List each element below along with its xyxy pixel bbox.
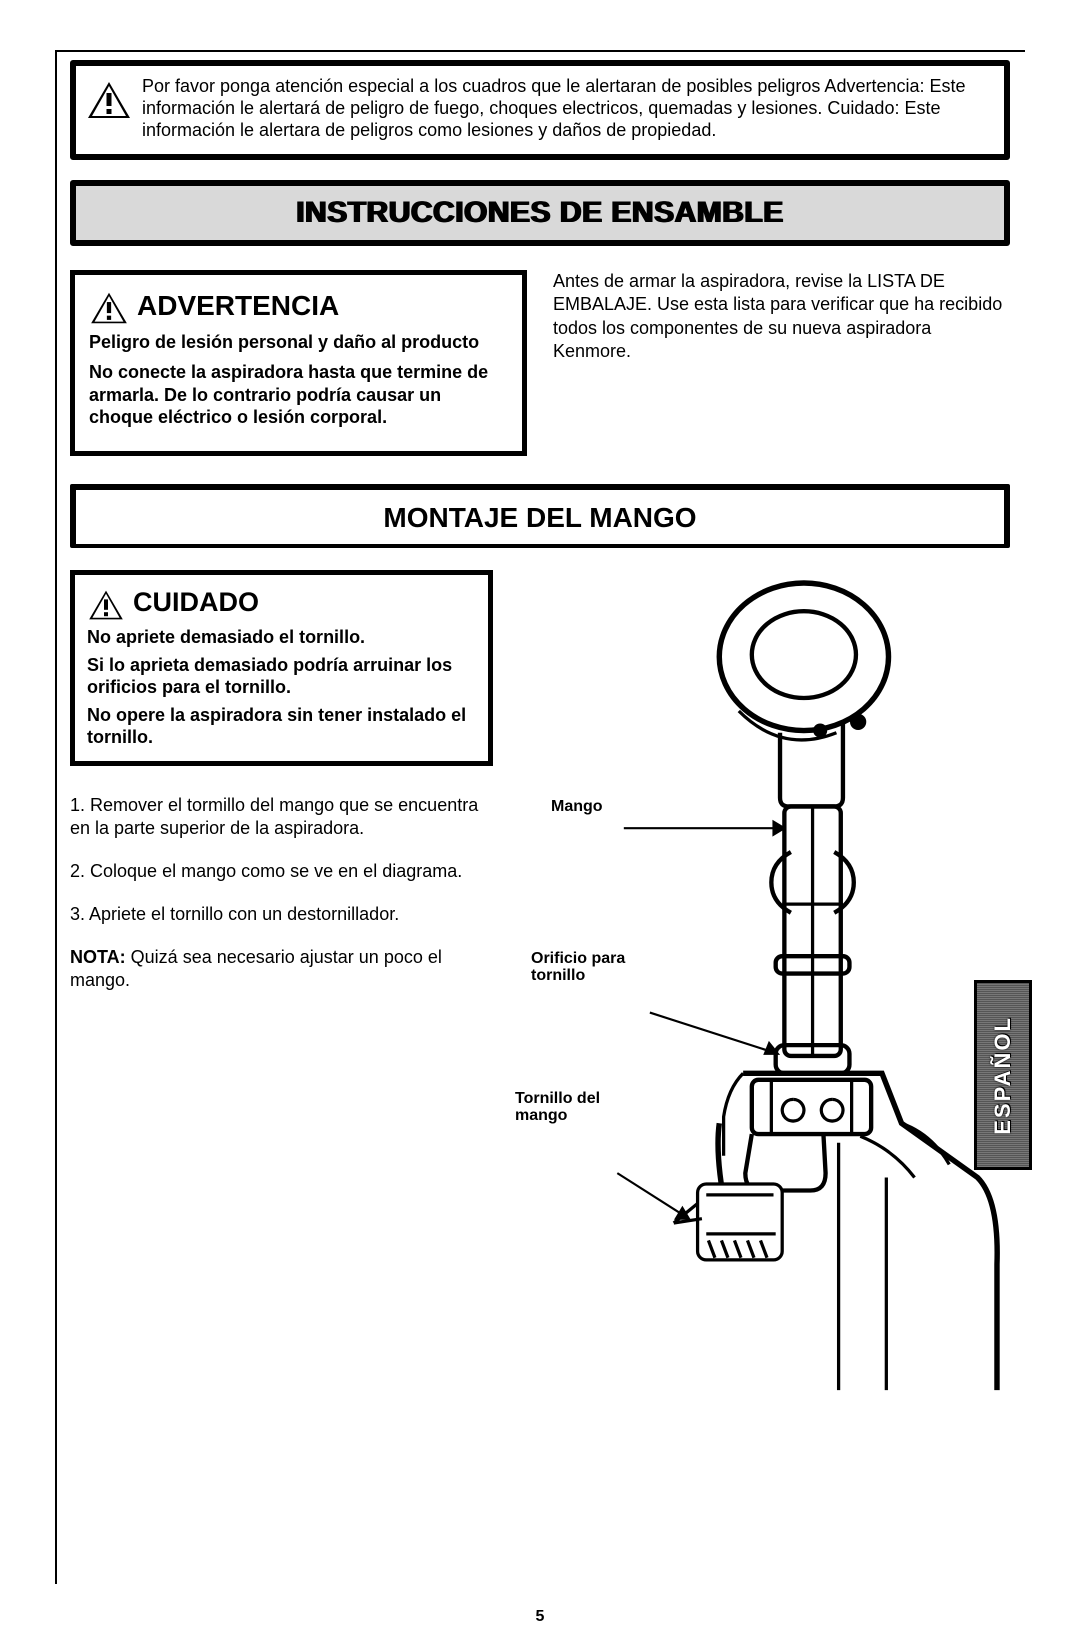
step-2: 2. Coloque el mango como se ve en el dia… [70,860,493,883]
row-advertencia: ADVERTENCIA Peligro de lesión personal y… [70,270,1010,456]
label-tornillo: Tornillo del mango [515,1090,615,1125]
label-orificio: Orificio para tornillo [531,950,651,985]
advertencia-heading: ADVERTENCIA [137,290,339,322]
cuidado-p1: No apriete demasiado el tornillo. [87,627,476,649]
page-number: 5 [536,1608,545,1626]
warning-icon [89,291,129,325]
cuidado-p3: No opere la aspiradora sin tener instala… [87,705,476,749]
language-tab-label: ESPAÑOL [990,1016,1016,1135]
cuidado-p2: Si lo aprieta demasiado podría arruinar … [87,655,476,699]
note-text: Quizá sea necesario ajustar un poco el m… [70,947,442,990]
step-3: 3. Apriete el tornillo con un destornill… [70,903,493,926]
cuidado-heading: CUIDADO [133,587,259,618]
banner: INSTRUCCIONES DE ENSAMBLE [70,180,1010,246]
language-tab: ESPAÑOL [974,980,1032,1170]
warning-icon [87,589,125,621]
warning-icon [86,80,132,120]
steps-row: CUIDADO No apriete demasiado el tornillo… [70,570,1010,1399]
banner-title: INSTRUCCIONES DE ENSAMBLE [84,196,996,230]
step-note: NOTA: Quizá sea necesario ajustar un poc… [70,946,493,993]
label-mango: Mango [551,798,603,816]
advertencia-p1: Peligro de lesión personal y daño al pro… [89,331,508,354]
advertencia-p2: No conecte la aspiradora hasta que termi… [89,361,508,429]
advertencia-callout: ADVERTENCIA Peligro de lesión personal y… [70,270,527,456]
section-bar: MONTAJE DEL MANGO [70,484,1010,548]
intro-text: Antes de armar la aspiradora, revise la … [553,270,1010,364]
cuidado-callout: CUIDADO No apriete demasiado el tornillo… [70,570,493,766]
diagram: Mango Orificio para tornillo Tornillo de… [511,570,1010,1399]
step-1: 1. Remover el tormillo del mango que se … [70,794,493,840]
notice-text: Por favor ponga atención especial a los … [142,76,990,142]
section-title: MONTAJE DEL MANGO [84,502,996,534]
note-label: NOTA: [70,947,126,967]
notice-box: Por favor ponga atención especial a los … [70,60,1010,160]
